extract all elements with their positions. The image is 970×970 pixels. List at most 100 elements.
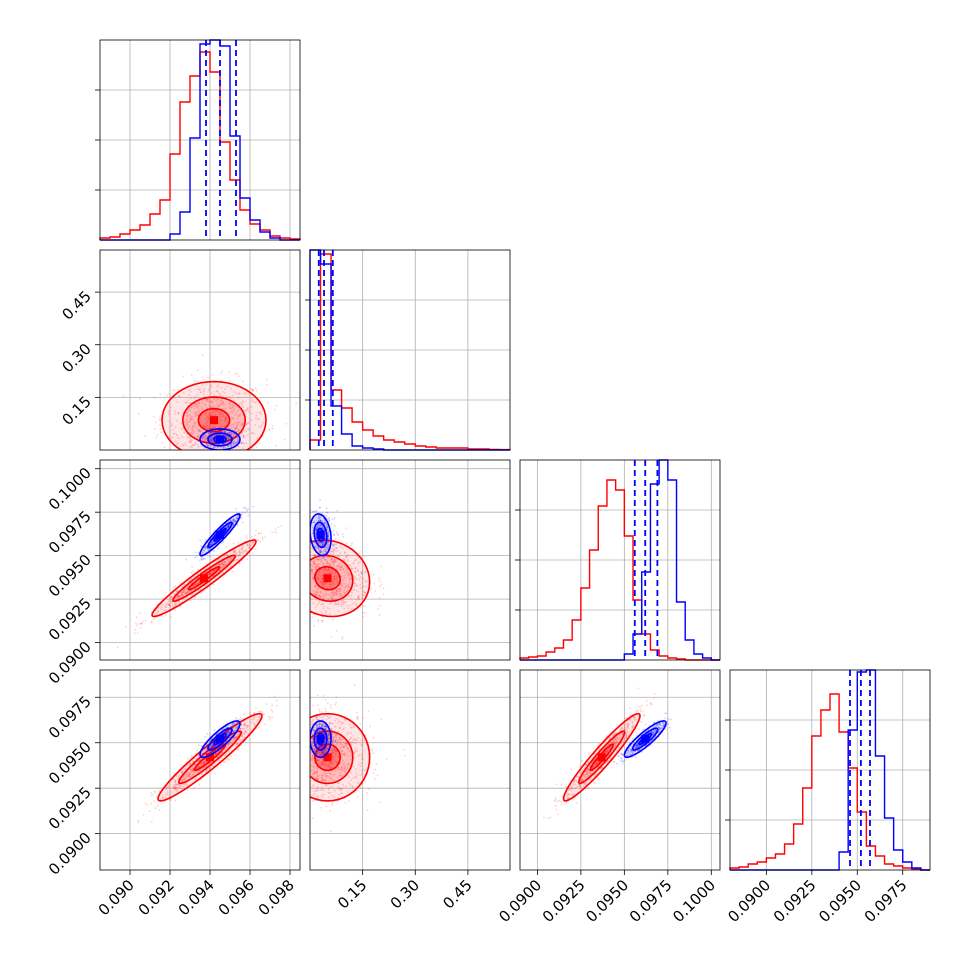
joint-1-0-point-a: [195, 410, 198, 413]
joint-2-0-point-a: [256, 539, 259, 542]
joint-2-0-point-a: [185, 591, 187, 594]
joint-2-0-point-a: [186, 591, 189, 594]
joint-2-1-point-b: [317, 519, 320, 522]
joint-2-1-point-a: [356, 578, 358, 581]
joint-2-1-point-a: [324, 572, 326, 575]
joint-2-1-point-a: [336, 509, 338, 512]
joint-3-0-point-a: [183, 785, 185, 788]
joint-2-0-point-a: [243, 540, 246, 543]
joint-2-0-point-a: [237, 554, 240, 557]
joint-2-0-point-a: [212, 566, 215, 569]
joint-3-0-point-a: [195, 771, 197, 773]
joint-3-1-point-a: [344, 801, 347, 804]
joint-2-1-point-a: [317, 602, 320, 605]
joint-2-1-point-a: [343, 559, 346, 561]
joint-3-1-point-a: [327, 737, 330, 739]
joint-1-0-point-b: [194, 443, 197, 445]
joint-1-0-point-a: [235, 441, 238, 444]
joint-3-1-point-a: [332, 756, 334, 758]
joint-1-0-point-b: [210, 440, 213, 443]
joint-2-1-point-a: [329, 587, 332, 589]
joint-3-0-point-a: [236, 726, 239, 728]
joint-1-0-point-a: [245, 423, 248, 425]
joint-1-0-point-a: [248, 428, 251, 431]
joint-2-1-point-b: [314, 532, 317, 534]
joint-3-1-point-a: [356, 749, 359, 752]
joint-3-1-point-a: [345, 745, 348, 747]
joint-3-0-point-a: [156, 805, 159, 807]
joint-2-1-point-b: [326, 511, 329, 514]
joint-2-0-point-b: [232, 523, 235, 525]
joint-3-1-point-a: [341, 743, 344, 746]
joint-3-0-point-b: [229, 742, 232, 745]
joint-2-0-point-a: [221, 564, 224, 566]
joint-2-1-point-a: [350, 595, 353, 597]
joint-2-0-point-a: [249, 546, 251, 549]
joint-3-0-point-a: [174, 787, 177, 790]
joint-1-0-point-a: [189, 418, 192, 421]
joint-2-1-point-a: [316, 591, 319, 594]
joint-3-0-point-a: [220, 764, 222, 766]
joint-3-1-point-a: [322, 763, 324, 766]
joint-3-0-point-b: [237, 733, 240, 736]
joint-3-0-point-a: [166, 786, 168, 788]
joint-2-0-point-a: [248, 547, 251, 549]
joint-2-0-point-a: [222, 563, 225, 566]
joint-3-0-point-a: [198, 759, 201, 762]
joint-1-0-point-a: [228, 403, 231, 406]
joint-2-1-point-b: [311, 532, 314, 535]
joint-3-0-point-a: [275, 705, 278, 707]
joint-1-0-point-a: [212, 411, 215, 414]
joint-3-1-point-a: [320, 777, 323, 779]
joint-2-1-point-a: [331, 593, 334, 596]
joint-2-1-point-b: [321, 557, 323, 560]
joint-1-0-point-a: [233, 404, 236, 407]
joint-1-0-point-a: [152, 415, 155, 418]
joint-3-1-point-a: [359, 781, 361, 784]
joint-2-0-point-a: [223, 561, 226, 564]
joint-2-1-point-a: [361, 577, 364, 579]
joint-2-1-point-a: [341, 595, 343, 597]
joint-3-1-point-a: [314, 776, 317, 779]
joint-2-1-point-a: [332, 578, 334, 581]
joint-2-1-point-a: [312, 562, 315, 565]
joint-2-0-point-a: [181, 593, 183, 595]
joint-1-0-point-b: [236, 441, 239, 443]
joint-3-0-point-a: [205, 769, 208, 772]
joint-2-0-point-b: [204, 547, 206, 549]
joint-2-1-point-b: [333, 545, 335, 548]
joint-2-0-point-a: [181, 589, 184, 592]
joint-1-0-point-b: [190, 446, 193, 448]
joint-3-1-point-a: [339, 774, 341, 777]
joint-2-1-point-a: [328, 585, 331, 588]
joint-3-0-point-a: [201, 767, 204, 770]
joint-1-0-point-b: [230, 444, 233, 447]
joint-1-0-point-a: [183, 431, 186, 434]
joint-1-0-point-b: [197, 434, 200, 437]
joint-1-0-point-a: [208, 405, 211, 407]
joint-1-0-point-a: [228, 402, 231, 405]
joint-3-0-point-a: [184, 768, 187, 771]
joint-1-0-point-b: [210, 439, 213, 441]
joint-2-0-point-a: [174, 604, 177, 607]
joint-2-1-point-a: [343, 588, 346, 591]
joint-2-1-point-a: [311, 572, 313, 575]
joint-1-0-point-a: [198, 413, 200, 415]
joint-2-1-point-b: [319, 541, 322, 544]
joint-3-1-point-a: [352, 777, 355, 779]
joint-2-1-point-a: [318, 594, 321, 597]
joint-1-0-point-b: [210, 439, 213, 441]
joint-3-1-point-a: [372, 736, 375, 739]
joint-2-1-point-a: [340, 566, 342, 568]
joint-3-0-point-a: [189, 762, 192, 765]
joint-1-0-point-a: [207, 415, 209, 418]
joint-2-1-point-b: [320, 547, 322, 550]
joint-2-1-point-a: [336, 580, 338, 583]
joint-2-1-point-a: [317, 558, 320, 561]
joint-2-1-point-b: [327, 529, 330, 532]
joint-3-1-point-a: [316, 725, 319, 727]
joint-3-1-point-a: [343, 752, 346, 755]
joint-3-0-point-a: [179, 785, 182, 787]
joint-1-0-point-a: [267, 401, 270, 404]
joint-3-0-point-b: [228, 731, 230, 734]
